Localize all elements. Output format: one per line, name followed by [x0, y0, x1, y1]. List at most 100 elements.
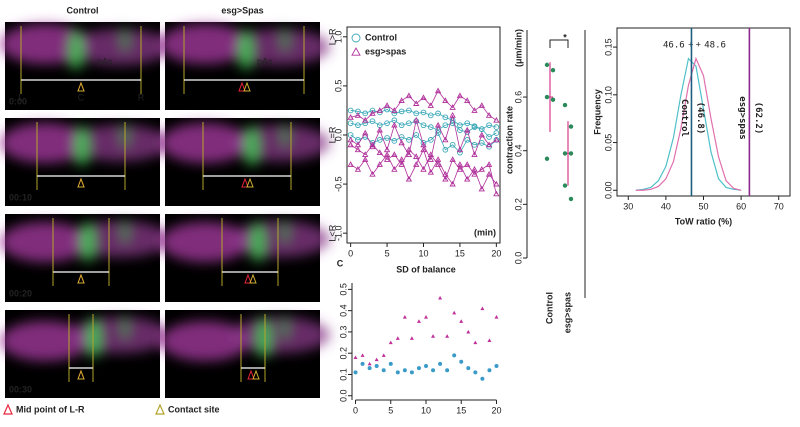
marker [480, 306, 485, 311]
marker [347, 141, 354, 148]
marker [362, 120, 369, 127]
marker [464, 137, 471, 143]
x-tick-label: 5 [385, 248, 390, 258]
data-point [562, 151, 568, 156]
region-label: pAs [97, 56, 113, 66]
green-signal [80, 222, 96, 262]
marker [471, 170, 478, 177]
marker [391, 121, 398, 128]
marker [493, 180, 500, 187]
column-title: Control [67, 5, 99, 15]
marker [383, 102, 391, 108]
x-category-label: esg>spas [562, 292, 572, 333]
marker [434, 121, 442, 128]
data-point [544, 62, 550, 68]
marker [381, 353, 386, 357]
marker [471, 141, 478, 148]
legend-label: Control [365, 32, 397, 42]
marker [487, 338, 492, 343]
marker [442, 97, 449, 104]
marker [471, 107, 478, 113]
marker [493, 124, 500, 130]
marker [478, 131, 485, 138]
marker [478, 126, 485, 132]
contact-marker [246, 177, 254, 188]
marker [459, 319, 464, 323]
x-category-label: Control [544, 292, 554, 324]
legend-marker [351, 33, 361, 43]
marker [405, 151, 413, 158]
marker [413, 116, 420, 123]
marker [431, 334, 436, 338]
marker [466, 329, 471, 334]
marker [456, 166, 464, 172]
reference-label: (62.2) [753, 102, 763, 135]
marker [398, 122, 405, 129]
magenta-signal [160, 24, 250, 64]
legend-label: esg>spas [365, 46, 406, 56]
green-signal [280, 220, 290, 244]
reference-name: esg>spas [737, 96, 747, 139]
peak-label: 46.6 [663, 41, 685, 51]
significance-label: * [563, 32, 567, 42]
marker [406, 137, 412, 143]
peak-label: 48.6 [704, 41, 726, 51]
marker [449, 180, 456, 187]
marker [485, 112, 493, 118]
marker [442, 136, 449, 143]
x-tick-label: 40 [661, 201, 671, 211]
legend-label: Mid point of L-R [16, 404, 85, 414]
y-tick-label: 0.05 [603, 134, 613, 152]
magenta-signal [70, 125, 170, 161]
midpoint-marker [238, 81, 246, 92]
marker [413, 161, 420, 167]
y-tick-label: 0.2 [513, 198, 523, 211]
marker [452, 353, 457, 358]
green-signal [238, 30, 254, 70]
marker [354, 166, 362, 172]
micrograph-signal [160, 24, 330, 70]
marker [427, 168, 434, 175]
marker [367, 366, 372, 371]
marker [405, 146, 413, 153]
column-title: esg>Spas [221, 5, 263, 15]
magenta-signal [70, 317, 170, 353]
marker [427, 156, 434, 162]
marker [457, 127, 463, 133]
y-tick-label: 0.5 [338, 283, 348, 296]
y-tick-label: 0.10 [603, 86, 613, 104]
marker [381, 368, 386, 373]
midpoint-marker [247, 369, 255, 380]
marker [449, 104, 456, 110]
y-axis-label: Frequency [592, 89, 602, 135]
side-label: L=R [327, 126, 337, 143]
marker [485, 161, 493, 167]
green-signal [74, 126, 90, 166]
marker [442, 175, 449, 182]
magenta-signal [230, 317, 330, 353]
time-label: 00:30 [9, 384, 32, 394]
x-axis-label: ToW ratio (%) [675, 216, 732, 226]
marker [391, 110, 398, 117]
marker [445, 334, 450, 338]
marker [466, 366, 471, 371]
marker [427, 151, 434, 158]
marker [405, 92, 413, 99]
marker [420, 122, 427, 129]
marker [456, 146, 464, 153]
marker [369, 170, 376, 177]
marker [362, 156, 369, 162]
marker [442, 122, 449, 129]
marker [449, 112, 456, 118]
magenta-signal [230, 221, 330, 257]
x-tick-label: 10 [418, 248, 428, 258]
marker [487, 368, 492, 373]
marker [347, 107, 354, 114]
marker [420, 166, 427, 172]
marker [493, 190, 500, 197]
micrograph-signal [0, 123, 170, 166]
marker [398, 108, 405, 115]
contact-marker [243, 81, 251, 92]
magenta-signal [160, 222, 250, 262]
green-signal [250, 222, 266, 262]
